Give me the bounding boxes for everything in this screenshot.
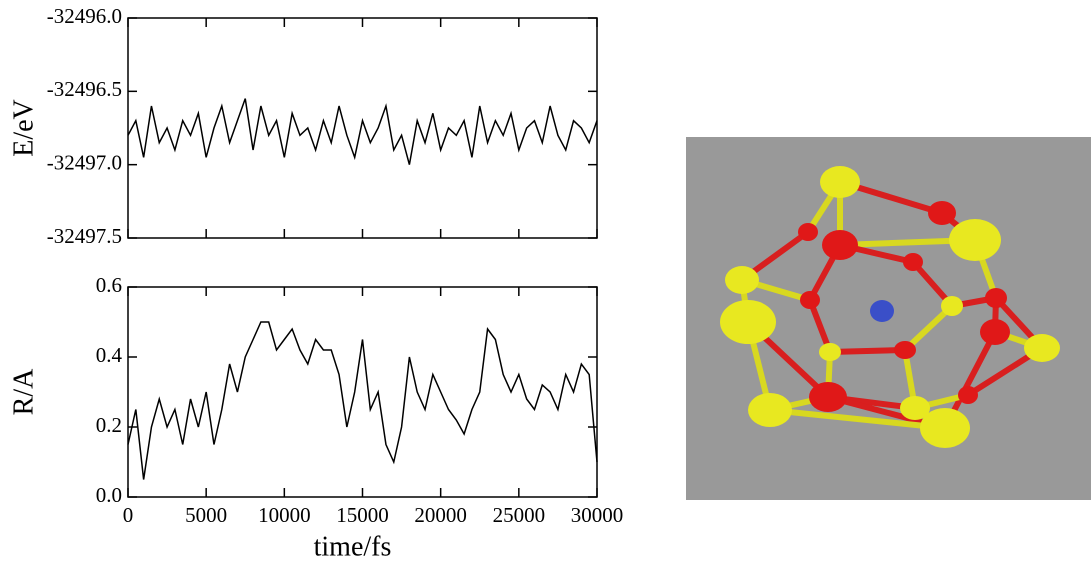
y-tick-label: -32496.0 <box>47 4 122 28</box>
x-tick-label: 25000 <box>493 503 546 527</box>
y-tick-label: 0.6 <box>96 273 122 297</box>
x-tick-label: 15000 <box>336 503 389 527</box>
y-tick-label: 0.2 <box>96 413 122 437</box>
atoms <box>720 166 1060 448</box>
plot-frame <box>127 286 598 498</box>
y-tick-label: -32497.0 <box>47 150 122 174</box>
x-tick-label: 30000 <box>571 503 624 527</box>
x-axis-label: time/fs <box>314 531 392 562</box>
x-tick-label: 20000 <box>414 503 467 527</box>
y-tick-label: -32497.5 <box>47 224 122 248</box>
y-axis-label: R/A <box>8 368 39 415</box>
molecule-render <box>686 137 1091 500</box>
y-tick-label: 0.4 <box>96 343 123 367</box>
x-tick-label: 10000 <box>258 503 311 527</box>
y-tick-label: -32496.5 <box>47 77 122 101</box>
data-line <box>127 321 598 480</box>
x-tick-label: 5000 <box>185 503 227 527</box>
data-line <box>127 98 598 165</box>
y-tick-label: 0.0 <box>96 483 122 507</box>
x-tick-label: 0 <box>123 503 134 527</box>
y-axis-label: E/eV <box>8 99 39 157</box>
